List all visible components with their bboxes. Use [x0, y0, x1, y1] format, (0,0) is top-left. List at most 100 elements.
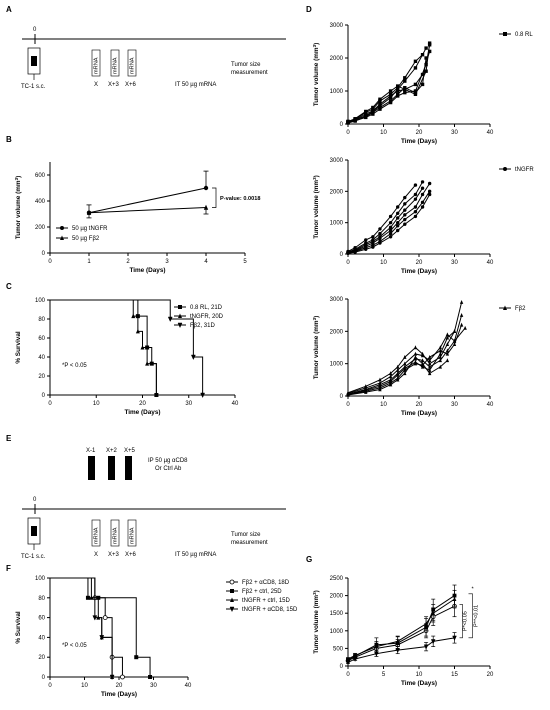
- data-point: [452, 635, 457, 641]
- tumor-growth-curve: [347, 181, 423, 253]
- data-point: [427, 367, 432, 372]
- data-point: [396, 220, 400, 225]
- legend-label: tNGFR, 20D: [190, 314, 224, 320]
- data-point: [403, 79, 407, 83]
- data-point: [345, 660, 351, 666]
- data-point: [424, 69, 428, 73]
- x-tick-label: 40: [232, 401, 239, 407]
- data-point: [423, 644, 429, 650]
- data-point: [427, 41, 432, 45]
- x-tick-label: 10: [93, 401, 100, 407]
- y-axis-label: % Survival: [15, 331, 22, 364]
- y-axis-label: Tumor volume (mm3): [312, 590, 321, 653]
- y-tick-label: 80: [38, 596, 45, 602]
- significance-bracket: [459, 604, 463, 639]
- panel-e-ab-label: X+2: [106, 448, 118, 454]
- x-tick-label: 0: [346, 672, 350, 678]
- data-point: [177, 322, 183, 329]
- data-point: [395, 648, 400, 654]
- data-point: [452, 342, 457, 346]
- y-tick-label: 100: [35, 298, 46, 304]
- chart-g-tumor-volume: G 0 5 10 15 20 0 500 1000 1500 2000 2500 Time (Days)…: [306, 555, 494, 687]
- legend-label: 0.8 RL: [515, 32, 533, 38]
- legend-label: tNGFR: [515, 167, 534, 173]
- panel-e-schedule: E X-1 X+2 X+5 IP 50 µg αCD8 Or Ctrl Ab 0…: [6, 434, 286, 560]
- vial-icon: mRNA: [127, 49, 137, 77]
- data-point: [346, 121, 350, 125]
- data-point: [378, 377, 382, 382]
- legend-label: tNGFR + αCD8, 15D: [242, 607, 298, 613]
- data-point: [148, 675, 153, 679]
- x-tick-label: 3: [165, 259, 169, 265]
- data-point: [178, 305, 182, 309]
- data-point: [200, 392, 206, 399]
- x-tick-label: 40: [487, 130, 494, 136]
- y-tick-label: 2000: [330, 189, 344, 195]
- data-point: [445, 348, 450, 353]
- data-point: [413, 183, 418, 187]
- data-point: [413, 345, 418, 350]
- x-tick-label: 20: [416, 260, 423, 266]
- data-point: [403, 76, 407, 80]
- series-line: [88, 187, 207, 214]
- data-point: [420, 186, 425, 190]
- data-point: [353, 117, 357, 121]
- data-point: [388, 371, 393, 376]
- data-point: [403, 355, 407, 359]
- y-tick-label: 500: [333, 646, 344, 652]
- panel-f-letter: F: [6, 564, 11, 573]
- vial-icon: mRNA: [127, 519, 137, 547]
- x-axis-label: Time (Days): [401, 138, 437, 145]
- syringe-icon: [27, 517, 41, 550]
- data-point: [403, 371, 407, 376]
- data-point: [420, 82, 425, 87]
- panel-a-day-label: X: [94, 82, 98, 88]
- data-point: [413, 82, 418, 87]
- p-value-annotation: P-value: 0.0018: [220, 196, 260, 202]
- tumor-growth-curve: [347, 187, 423, 253]
- data-point: [413, 197, 418, 201]
- data-point: [388, 99, 393, 103]
- x-tick-label: 4: [204, 259, 208, 265]
- data-point: [145, 361, 150, 366]
- panel-a-letter: A: [6, 5, 12, 14]
- data-point: [388, 214, 393, 219]
- x-tick-label: 40: [487, 260, 494, 266]
- data-point: [413, 214, 418, 219]
- tumor-growth-curve: [347, 44, 431, 124]
- y-tick-label: 20: [38, 374, 45, 380]
- x-tick-label: 10: [380, 130, 387, 136]
- y-tick-label: 1000: [330, 629, 344, 635]
- data-point: [413, 66, 418, 70]
- data-point: [424, 46, 428, 50]
- tumor-growth-curve: [347, 605, 455, 662]
- data-point: [445, 332, 450, 337]
- data-point: [424, 56, 428, 60]
- antibody-bar: [88, 456, 95, 480]
- data-point: [459, 312, 464, 317]
- data-point: [427, 358, 432, 363]
- y-tick-label: 2000: [330, 56, 344, 62]
- y-tick-label: 1000: [330, 362, 344, 368]
- panel-d-letter: D: [306, 5, 312, 14]
- data-point: [427, 181, 432, 186]
- y-tick-label: 60: [38, 336, 45, 342]
- data-point: [427, 192, 432, 197]
- data-point: [388, 220, 393, 225]
- vial-icon: mRNA: [110, 519, 120, 547]
- data-point: [431, 610, 436, 616]
- data-point: [445, 342, 450, 346]
- series-line: [88, 207, 207, 214]
- data-point: [374, 651, 379, 657]
- chart-d-fb2-growth: 0 10 20 30 40 0 1000 2000 3000 Time (Days) Tumor v…: [312, 297, 527, 417]
- x-tick-label: 30: [451, 402, 458, 408]
- data-point: [396, 228, 400, 233]
- data-point: [388, 89, 393, 93]
- data-point: [346, 251, 350, 256]
- data-point: [99, 635, 105, 641]
- legend-label: Fβ2 + αCD8, 18D: [242, 580, 290, 586]
- data-point: [438, 355, 442, 359]
- data-point: [403, 217, 407, 222]
- data-point: [388, 228, 393, 233]
- y-tick-label: 80: [38, 317, 45, 323]
